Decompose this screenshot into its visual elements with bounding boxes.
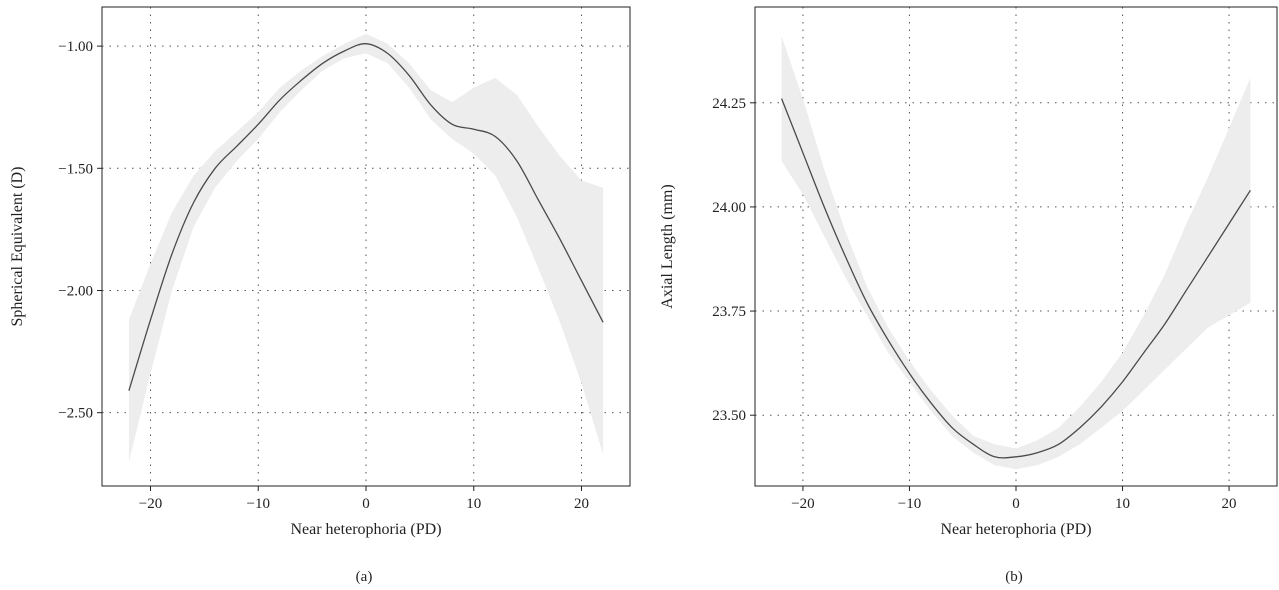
y-tick-label: −1.50: [58, 161, 93, 177]
plot-area: [780, 36, 1251, 470]
x-tick-label: −20: [139, 496, 162, 512]
x-axis-label: Near heterophoria (PD): [290, 521, 441, 538]
panel-caption: (a): [356, 569, 373, 585]
x-tick-label: 20: [1222, 496, 1237, 512]
x-tick-label: 10: [1115, 496, 1130, 512]
x-tick-label: −10: [898, 496, 921, 512]
x-tick-label: 20: [574, 496, 589, 512]
confidence-band: [128, 33, 604, 462]
x-tick-label: −20: [791, 496, 814, 512]
y-tick-label: −2.50: [58, 406, 93, 422]
y-tick-label: −1.00: [58, 39, 93, 55]
y-tick-label: 23.75: [712, 304, 746, 320]
y-tick-label: 23.50: [712, 408, 746, 424]
panel-a: −20 −10 0 10 20 −2.50 −2.00 −1.50 −1.00 Near hete…: [9, 6, 631, 585]
confidence-band: [781, 36, 1251, 470]
panel-caption: (b): [1005, 569, 1023, 585]
x-tick-label: 0: [362, 496, 370, 512]
plot-area: [128, 33, 604, 462]
y-tick-label: 24.00: [712, 200, 746, 216]
y-tick-label: −2.00: [58, 283, 93, 299]
y-axis-label: Spherical Equivalent (D): [9, 167, 26, 327]
fit-line: [780, 98, 1251, 459]
x-tick-label: 10: [466, 496, 481, 512]
x-axis-label: Near heterophoria (PD): [940, 521, 1091, 538]
fit-line: [128, 43, 604, 391]
x-tick-label: 0: [1012, 496, 1020, 512]
y-axis-label: Axial Length (mm): [659, 184, 676, 308]
y-tick-label: 24.25: [712, 96, 746, 112]
x-tick-label: −10: [247, 496, 270, 512]
panel-b: −20 −10 0 10 20 23.50 23.75 24.00 24.25 Near hete…: [659, 6, 1278, 585]
